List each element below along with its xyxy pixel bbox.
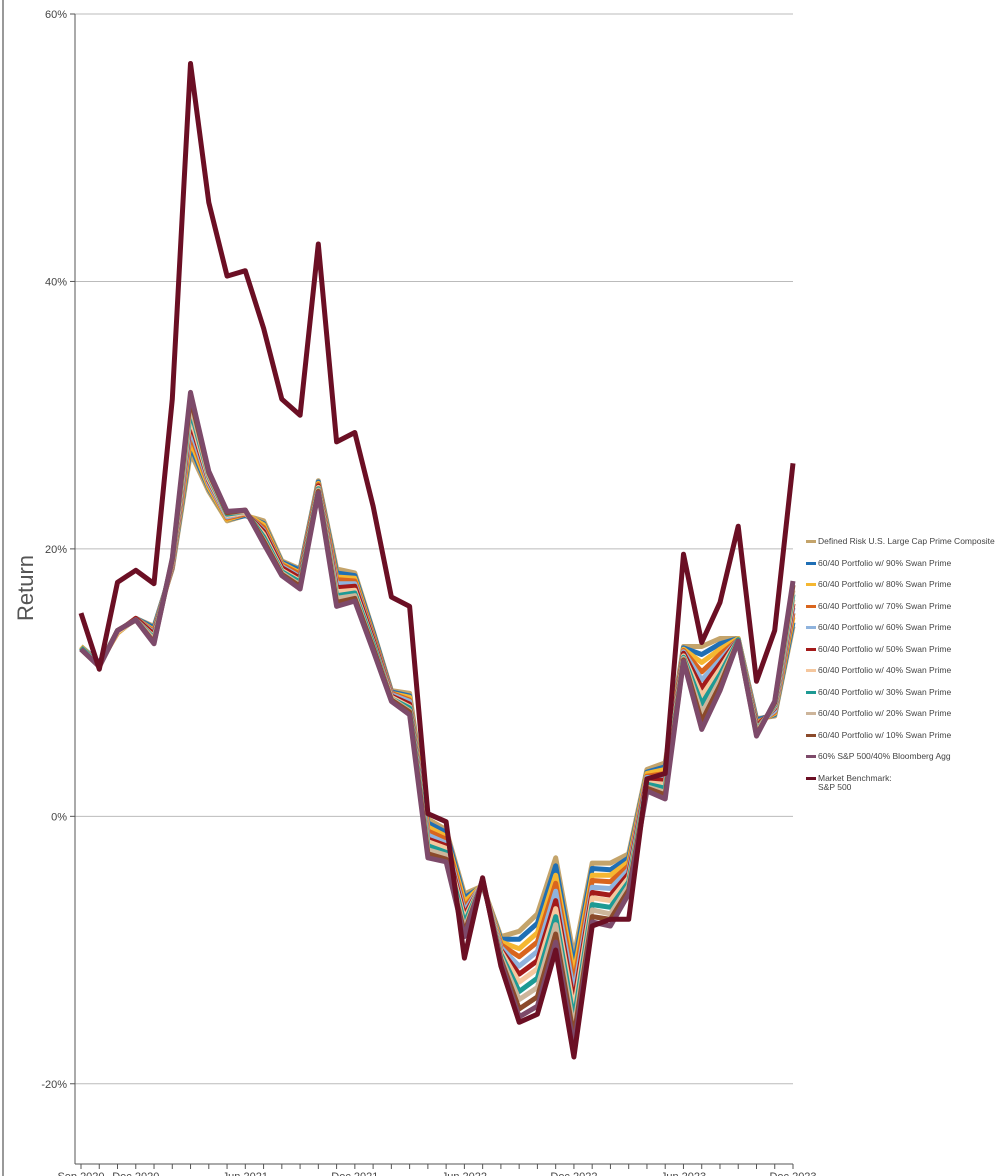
legend-entry: 60/40 Portfolio w/ 30% Swan Prime [806,686,952,697]
legend-entry: Market Benchmark: S&P 500 [806,772,892,792]
y-tick-label: 20% [45,544,67,556]
legend-swatch [806,776,816,780]
series-line [79,426,796,996]
series-line [78,61,796,1060]
x-tick-label: Dec 2022 [550,1171,597,1176]
legend-entry: 60/40 Portfolio w/ 50% Swan Prime [806,643,952,654]
legend-entry: 60/40 Portfolio w/ 40% Swan Prime [806,666,951,675]
x-tick-label: Jun 2023 [661,1171,706,1176]
legend-label: 60/40 Portfolio w/ 50% Swan Prime [818,643,952,654]
legend-label: 60% S&P 500/40% Bloomberg Agg [818,751,951,761]
series-line [79,450,796,960]
series-line [79,395,796,1040]
legend-swatch [806,604,816,608]
series-line [79,414,796,1013]
legend-entry: 60% S&P 500/40% Bloomberg Agg [806,752,951,761]
y-tick-label: -20% [41,1079,67,1091]
legend-label: 60/40 Portfolio w/ 70% Swan Prime [818,600,952,611]
legend-swatch [806,755,816,758]
legend-entry: 60/40 Portfolio w/ 80% Swan Prime [806,580,951,589]
series-line [79,402,796,1032]
legend-label: 60/40 Portfolio w/ 90% Swan Prime [818,557,952,568]
legend-label: 60/40 Portfolio w/ 80% Swan Prime [818,579,952,589]
legend-swatch [806,733,816,737]
y-tick-label: 40% [45,276,67,288]
legend-label: Defined Risk U.S. Large Cap Prime Compos… [818,536,995,546]
x-tick-label: Jun 2022 [442,1171,487,1176]
y-axis-label: Return [13,555,38,621]
legend-swatch [806,647,816,651]
x-tick-label: Dec 2020 [112,1171,159,1176]
legend-label: 60/40 Portfolio w/ 20% Swan Prime [818,708,952,718]
series-line [79,407,796,1023]
legend-entry: 60/40 Portfolio w/ 90% Swan Prime [806,557,952,568]
legend-swatch [806,561,816,565]
legend-label: Market Benchmark: S&P 500 [818,772,892,792]
series-line [79,438,796,977]
x-tick-label: Dec 2021 [331,1171,378,1176]
series-line [79,443,796,969]
legend-swatch [806,690,816,694]
x-tick-label: Jun 2021 [223,1171,268,1176]
legend-swatch [806,626,816,629]
x-tick-label: Sep 2020 [57,1171,104,1176]
legend-swatch [806,540,816,543]
y-tick-label: 0% [51,811,67,823]
legend-entry: 60/40 Portfolio w/ 10% Swan Prime [806,729,952,740]
legend-entry: 60/40 Portfolio w/ 70% Swan Prime [806,600,952,611]
series-line [79,431,796,986]
legend-label: 60/40 Portfolio w/ 60% Swan Prime [818,622,952,632]
legend-swatch [806,583,816,586]
series-line [79,389,796,1049]
series-line [79,419,796,1005]
legend-swatch [806,712,816,715]
y-tick-label: 60% [45,9,67,21]
legend-label: 60/40 Portfolio w/ 10% Swan Prime [818,729,952,740]
legend-label: 60/40 Portfolio w/ 30% Swan Prime [818,686,952,697]
legend-entry: 60/40 Portfolio w/ 60% Swan Prime [806,623,951,632]
x-tick-label: Dec 2023 [769,1171,816,1176]
legend-entry: 60/40 Portfolio w/ 20% Swan Prime [806,709,951,718]
legend-entry: Defined Risk U.S. Large Cap Prime Compos… [806,537,995,546]
legend-swatch [806,669,816,672]
legend-label: 60/40 Portfolio w/ 40% Swan Prime [818,665,952,675]
